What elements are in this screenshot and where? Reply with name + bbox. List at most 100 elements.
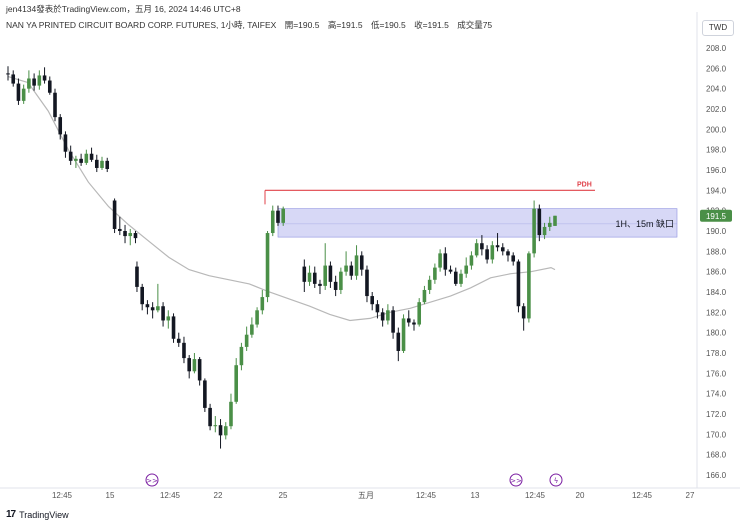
candle-body bbox=[490, 245, 495, 260]
legend-close: 收=191.5 bbox=[414, 20, 449, 30]
event-marker-icon bbox=[509, 473, 523, 487]
candle-body bbox=[53, 92, 57, 118]
candle-body bbox=[480, 243, 484, 250]
legend-low: 低=190.5 bbox=[370, 20, 406, 30]
candle-body bbox=[250, 324, 254, 335]
time-tick-label: 五月 bbox=[358, 491, 374, 500]
candle-body bbox=[438, 253, 442, 268]
event-marker-glyph: >> bbox=[146, 477, 158, 485]
candle-body bbox=[128, 233, 133, 237]
currency-button[interactable]: TWD bbox=[702, 20, 734, 36]
candle-body bbox=[118, 228, 122, 231]
gap-zone-label: 1H、15m 缺口 bbox=[615, 218, 674, 229]
candle-body bbox=[11, 74, 16, 84]
time-tick-label: 20 bbox=[576, 491, 585, 500]
candle-body bbox=[276, 210, 280, 223]
candle-body bbox=[312, 272, 317, 284]
candle-body bbox=[47, 80, 52, 93]
candle-body bbox=[255, 310, 259, 325]
candle-body bbox=[171, 316, 176, 339]
candle-body bbox=[63, 134, 68, 152]
price-tick-label: 168.0 bbox=[706, 451, 727, 460]
time-tick-label: 12:45 bbox=[52, 491, 73, 500]
candle-body bbox=[443, 253, 448, 270]
candle-body bbox=[239, 346, 244, 366]
price-tick-label: 196.0 bbox=[706, 166, 727, 175]
last-price-label: 191.5 bbox=[706, 212, 727, 221]
last-price-badge bbox=[700, 209, 732, 222]
pdh-label: PDH bbox=[577, 181, 592, 188]
candle-body bbox=[265, 233, 270, 298]
candle-body bbox=[145, 304, 150, 308]
candle-body bbox=[156, 306, 160, 311]
price-tick-label: 194.0 bbox=[706, 186, 727, 195]
candle-body bbox=[27, 78, 31, 89]
candle-body bbox=[412, 322, 416, 325]
candle-body bbox=[354, 255, 359, 276]
candle-body bbox=[344, 265, 348, 272]
event-marker-icon bbox=[145, 473, 159, 487]
moving-average-line bbox=[7, 75, 556, 322]
candle-body bbox=[527, 253, 531, 319]
price-tick-label: 206.0 bbox=[706, 64, 727, 73]
time-tick-label: 15 bbox=[106, 491, 115, 500]
candle-body bbox=[16, 83, 21, 101]
legend-open: 開=190.5 bbox=[284, 20, 320, 30]
candle-body bbox=[417, 302, 422, 325]
candle-body bbox=[323, 265, 328, 286]
candle-body bbox=[244, 334, 249, 347]
candle-body bbox=[182, 342, 186, 359]
candle-body bbox=[58, 117, 63, 135]
candle-body bbox=[427, 279, 432, 290]
price-tick-label: 184.0 bbox=[706, 288, 727, 297]
candle-body bbox=[135, 266, 139, 287]
time-tick-label: 22 bbox=[214, 491, 223, 500]
candle-body bbox=[448, 269, 453, 272]
price-tick-label: 200.0 bbox=[706, 125, 727, 134]
time-tick-label: 12:45 bbox=[525, 491, 546, 500]
candle-body bbox=[318, 283, 322, 286]
candle-body bbox=[375, 304, 380, 313]
candle-body bbox=[42, 75, 47, 81]
candle-body bbox=[547, 222, 552, 227]
candle-body bbox=[365, 269, 369, 297]
time-tick-label: 12:45 bbox=[160, 491, 181, 500]
candle-body bbox=[213, 425, 218, 427]
price-tick-label: 186.0 bbox=[706, 268, 727, 277]
price-tick-label: 208.0 bbox=[706, 44, 727, 53]
candle-body bbox=[281, 208, 286, 223]
candle-body bbox=[150, 307, 155, 311]
footer: 17 TradingView bbox=[6, 509, 69, 520]
candle-body bbox=[270, 210, 275, 234]
candle-body bbox=[391, 310, 395, 333]
price-tick-label: 172.0 bbox=[706, 410, 727, 419]
candle-body bbox=[133, 233, 138, 239]
candle-body bbox=[37, 75, 42, 86]
time-tick-label: 25 bbox=[279, 491, 288, 500]
legend-volume: 成交量75 bbox=[457, 20, 493, 30]
time-tick-label: 27 bbox=[686, 491, 695, 500]
candle-body bbox=[161, 306, 165, 321]
candle-body bbox=[359, 255, 364, 270]
candle-body bbox=[453, 271, 458, 284]
candle-body bbox=[234, 365, 239, 402]
brand-name: TradingView bbox=[19, 509, 69, 520]
candle-body bbox=[339, 271, 343, 290]
candle-body bbox=[495, 245, 500, 248]
candle-body bbox=[100, 160, 104, 168]
candle-body bbox=[485, 249, 489, 260]
candle-body bbox=[380, 312, 385, 321]
candle-body bbox=[506, 251, 510, 256]
price-tick-label: 170.0 bbox=[706, 430, 727, 439]
candle-body bbox=[422, 289, 427, 303]
candle-body bbox=[401, 318, 406, 351]
price-tick-label: 188.0 bbox=[706, 247, 727, 256]
candle-body bbox=[89, 153, 94, 160]
candle-body bbox=[21, 88, 26, 101]
legend-high: 高=191.5 bbox=[327, 20, 363, 30]
price-tick-label: 204.0 bbox=[706, 85, 727, 94]
candle-body bbox=[192, 359, 197, 372]
candle-body bbox=[79, 158, 83, 163]
candle-body bbox=[203, 380, 207, 408]
